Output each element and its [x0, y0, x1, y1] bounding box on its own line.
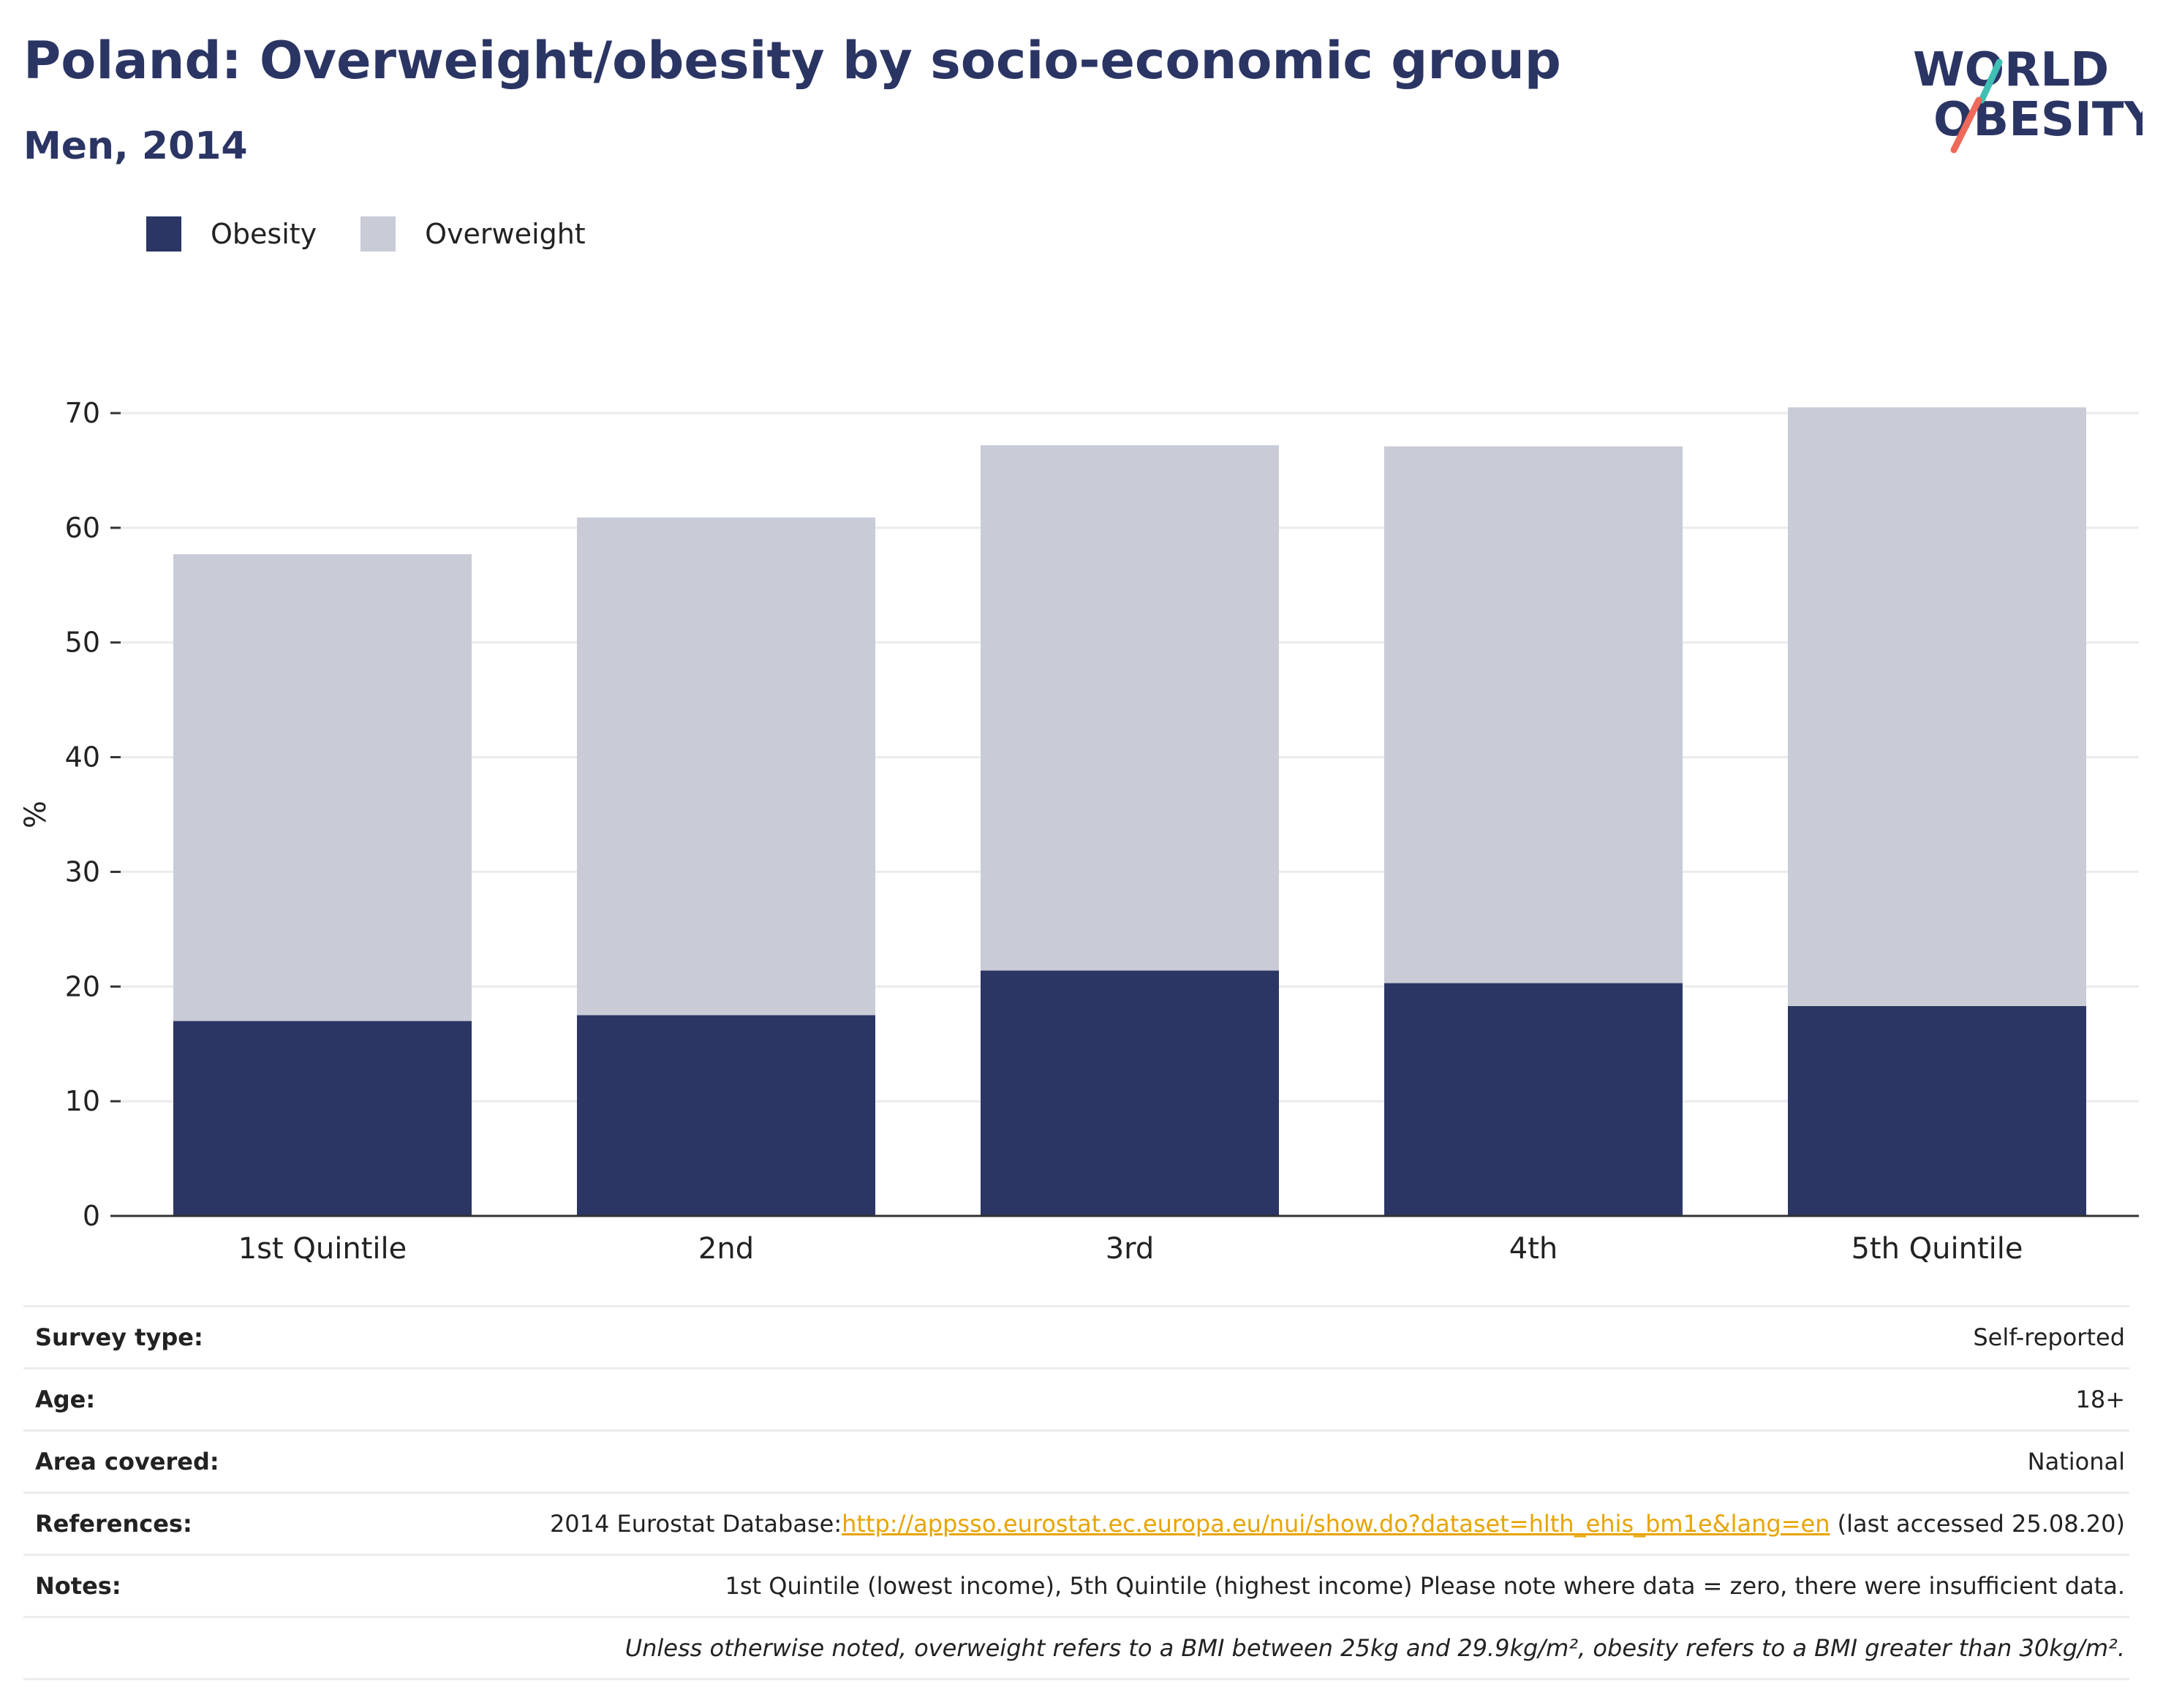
legend-swatch-obesity — [146, 216, 181, 252]
legend-item-overweight[interactable]: Overweight — [360, 216, 586, 252]
info-key: Survey type: — [35, 1323, 203, 1351]
y-tick-label: 0 — [83, 1200, 100, 1232]
info-table: Survey type: Self-reported Age: 18+ Area… — [23, 1305, 2129, 1680]
y-tick-label: 50 — [65, 627, 100, 659]
chart-y-axis: 0 10 20 30 40 50 60 70 — [65, 397, 121, 1232]
info-value: Self-reported — [1973, 1323, 2125, 1351]
info-key: Notes: — [35, 1572, 121, 1600]
reference-link[interactable]: http://appsso.eurostat.ec.europa.eu/nui/… — [842, 1510, 1830, 1538]
info-row-notes: Notes: 1st Quintile (lowest income), 5th… — [23, 1554, 2129, 1616]
bar-overweight-5[interactable] — [1788, 407, 2086, 1006]
bar-overweight-4[interactable] — [1384, 446, 1683, 983]
legend-label-overweight: Overweight — [425, 218, 586, 250]
bar-obesity-1[interactable] — [173, 1021, 472, 1216]
legend-label-obesity: Obesity — [211, 218, 317, 250]
world-obesity-logo: WORLD OBESITY — [1913, 43, 2143, 154]
info-key: References: — [35, 1510, 192, 1538]
page-title: Poland: Overweight/obesity by socio-econ… — [23, 31, 1561, 91]
info-key: Area covered: — [35, 1448, 219, 1475]
bar-overweight-3[interactable] — [981, 445, 1279, 971]
bar-overweight-2[interactable] — [577, 517, 875, 1016]
x-tick-label: 5th Quintile — [1851, 1232, 2023, 1266]
y-tick-label: 40 — [65, 741, 100, 774]
y-tick-label: 20 — [65, 970, 100, 1002]
logo-text-world: WORLD — [1913, 43, 2109, 97]
info-value: 18+ — [2075, 1386, 2125, 1413]
chart-x-axis: 1st Quintile 2nd 3rd 4th 5th Quintile — [121, 1214, 2139, 1266]
info-row-survey-type: Survey type: Self-reported — [23, 1305, 2129, 1367]
stacked-bar-chart: 0 10 20 30 40 50 60 70 1st Quintile 2nd 3rd 4th 5th… — [19, 397, 2139, 1266]
y-tick-label: 30 — [65, 855, 100, 888]
x-tick-label: 2nd — [698, 1232, 754, 1266]
x-tick-label: 3rd — [1106, 1232, 1155, 1266]
info-row-references: References: 2014 Eurostat Database:http:… — [23, 1492, 2129, 1554]
y-tick-label: 10 — [65, 1085, 100, 1117]
logo-slash-coral — [1950, 97, 1982, 154]
y-tick-label: 70 — [65, 397, 100, 429]
y-axis-label: % — [19, 801, 53, 828]
reference-suffix: (last accessed 25.08.20) — [1830, 1510, 2125, 1538]
reference-prefix: 2014 Eurostat Database: — [549, 1510, 842, 1538]
legend-item-obesity[interactable]: Obesity — [146, 216, 317, 252]
x-tick-label: 1st Quintile — [238, 1232, 407, 1266]
info-value: 2014 Eurostat Database:http://appsso.eur… — [550, 1510, 2129, 1538]
info-key: Age: — [35, 1386, 96, 1413]
bar-obesity-3[interactable] — [981, 970, 1279, 1216]
chart-legend: Obesity Overweight — [146, 216, 630, 252]
page-subtitle: Men, 2014 — [23, 124, 248, 168]
bar-obesity-4[interactable] — [1384, 983, 1683, 1216]
bar-overweight-1[interactable] — [173, 553, 472, 1021]
info-value: 1st Quintile (lowest income), 5th Quinti… — [725, 1572, 2126, 1600]
bar-obesity-5[interactable] — [1788, 1005, 2086, 1216]
y-tick-label: 60 — [65, 512, 100, 544]
legend-swatch-overweight — [360, 216, 396, 252]
info-row-area-covered: Area covered: National — [23, 1429, 2129, 1492]
info-row-definition: Unless otherwise noted, overweight refer… — [23, 1616, 2129, 1680]
info-value: National — [2027, 1448, 2125, 1475]
bar-obesity-2[interactable] — [577, 1015, 875, 1217]
info-value: Unless otherwise noted, overweight refer… — [624, 1634, 2125, 1662]
x-tick-label: 4th — [1509, 1232, 1558, 1266]
chart-bars — [173, 407, 2086, 1216]
info-row-age: Age: 18+ — [23, 1367, 2129, 1429]
logo-slash-teal — [1978, 58, 2003, 104]
